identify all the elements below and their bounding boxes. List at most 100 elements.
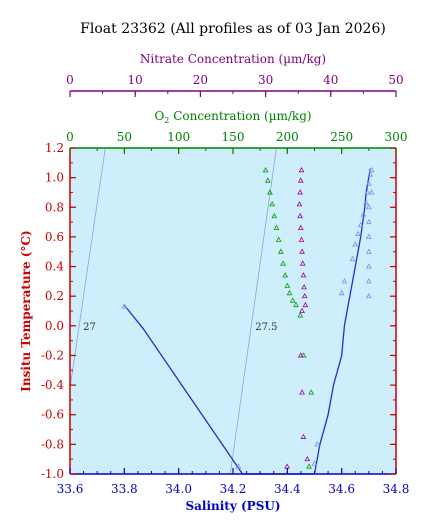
y-tick-label: -0.4 [41, 378, 65, 392]
data-point-temperature_salinity_markers [365, 218, 372, 225]
data-point-nitrate_profile [297, 352, 304, 358]
data-point-temperature_salinity_markers [365, 180, 372, 186]
chart-title: Float 23362 (All profiles as of 03 Jan 2… [80, 21, 386, 37]
data-point-oxygen_profile [308, 389, 315, 395]
y-tick-label: 1.0 [45, 171, 64, 185]
data-point-temperature_salinity_markers [360, 211, 367, 217]
data-point-nitrate_profile [299, 389, 305, 395]
data-point-temperature_salinity_markers [363, 199, 369, 205]
density-contour-line [229, 147, 277, 475]
data-point-nitrate_profile [297, 224, 304, 231]
data-point-temperature_salinity_markers [368, 166, 375, 173]
nitrate-axis: 0 10 20 30 40 50 [66, 73, 404, 97]
y-tick-label: -1.0 [41, 467, 64, 481]
nitrate-tick-label: 10 [128, 73, 143, 87]
data-point-temperature_salinity_markers [314, 441, 321, 447]
y-tick-label: -0.6 [41, 408, 64, 422]
data-point-oxygen_profile [284, 282, 291, 288]
x-tick-label: 34.8 [383, 482, 410, 496]
plot-area [70, 148, 396, 474]
data-point-temperature_salinity_markers [349, 255, 356, 262]
data-point-nitrate_profile [298, 166, 305, 173]
o2-tick-label: 150 [222, 130, 245, 144]
data-point-nitrate_profile [300, 272, 307, 278]
density-contours: 27 27.5 [69, 147, 278, 475]
data-point-temperature_salinity_markers [367, 171, 374, 177]
data-point-nitrate_profile [299, 260, 306, 266]
o2-tick-label: 200 [276, 130, 299, 144]
data-point-temperature_salinity_markers [341, 278, 348, 284]
x-tick-label: 34.0 [165, 482, 192, 496]
y-tick-label: 1.2 [45, 141, 64, 155]
y-tick-label: 0.6 [45, 230, 64, 244]
data-point-oxygen_profile [273, 224, 280, 231]
o2-tick-label: 300 [385, 130, 408, 144]
nitrate-tick-label: 30 [258, 73, 273, 87]
data-point-oxygen_profile [269, 201, 275, 207]
data-point-nitrate_profile [297, 189, 304, 195]
data-point-oxygen_profile [275, 236, 282, 242]
o2-axis-label-rest: Concentration (µm/kg) [169, 109, 311, 123]
data-point-temperature_salinity_markers [365, 204, 372, 210]
data-point-temperature_salinity_markers [311, 460, 318, 466]
data-point-nitrate_profile [296, 201, 303, 207]
data-point-nitrate_profile [298, 236, 305, 242]
o2-tick-label: 250 [330, 130, 353, 144]
data-point-oxygen_profile [297, 312, 304, 318]
y-tick-label: -0.2 [41, 348, 64, 362]
o2-axis-label-main: O [154, 109, 164, 123]
data-point-oxygen_profile [280, 260, 286, 266]
data-point-oxygen_profile [271, 212, 278, 219]
nitrate-tick-label: 0 [66, 73, 74, 87]
y-tick-label: -0.8 [41, 437, 64, 451]
data-point-temperature_salinity_markers [338, 289, 345, 296]
data-point-oxygen_profile [277, 248, 284, 254]
data-point-temperature_salinity_markers [365, 263, 372, 269]
data-point-temperature_salinity_markers [365, 278, 372, 284]
density-contour-line [69, 147, 106, 389]
data-point-temperature_salinity_markers [357, 221, 364, 228]
density-contour-label: 27 [83, 322, 96, 333]
nitrate-axis-label: Nitrate Concentration (µm/kg) [140, 52, 326, 66]
o2-tick-label: 100 [167, 130, 190, 144]
data-point-nitrate_profile [299, 248, 305, 254]
o2-axis: 0 50 100 150 200 250 300 [66, 130, 407, 154]
y-tick-label: 0.0 [45, 319, 64, 333]
o2-axis-label-sub: 2 [164, 116, 169, 125]
nitrate-tick-label: 20 [193, 73, 208, 87]
o2-tick-label: 0 [66, 130, 74, 144]
y-tick-label: 0.4 [45, 260, 64, 274]
data-point-oxygen_profile [286, 289, 293, 296]
data-point-temperature_salinity_markers [365, 233, 372, 239]
nitrate-tick-label: 50 [388, 73, 403, 87]
data-point-temperature_salinity_markers [352, 241, 359, 247]
data-point-temperature_salinity_markers [368, 189, 375, 195]
x-tick-label: 34.6 [328, 482, 355, 496]
data-point-temperature_salinity_markers [121, 303, 128, 309]
data-point-nitrate_profile [302, 301, 309, 308]
data-point-nitrate_profile [299, 307, 305, 313]
data-point-oxygen_profile [289, 297, 296, 303]
temperature-axis: -1.0 -0.8 -0.6 -0.4 -0.2 0.0 0.2 0.4 0.6 0.8 1.0 1.… [41, 141, 396, 481]
data-point-temperature_salinity_markers [365, 292, 372, 299]
y-tick-label: 0.2 [45, 289, 64, 303]
data-point-nitrate_profile [304, 455, 311, 462]
data-point-nitrate_profile [300, 433, 307, 439]
y-axis-label: Insitu Temperature (°C) [19, 230, 33, 391]
data-point-nitrate_profile [301, 292, 308, 299]
nitrate-tick-label: 40 [323, 73, 338, 87]
x-tick-label: 34.4 [274, 482, 301, 496]
density-contour-label: 27.5 [255, 322, 277, 333]
o2-axis-label: O2 Concentration (µm/kg) [154, 109, 311, 125]
data-point-oxygen_profile [293, 301, 299, 308]
data-point-oxygen_profile [264, 177, 271, 183]
data-point-oxygen_profile [262, 166, 269, 173]
series-layer [121, 166, 375, 475]
data-point-oxygen_profile [300, 352, 307, 358]
data-point-oxygen_profile [306, 463, 312, 469]
x-tick-label: 33.8 [111, 482, 138, 496]
salinity-axis: 33.6 33.8 34.0 34.2 34.4 34.6 34.8 [57, 468, 410, 496]
x-tick-label: 34.2 [220, 482, 247, 496]
data-point-nitrate_profile [297, 177, 304, 183]
